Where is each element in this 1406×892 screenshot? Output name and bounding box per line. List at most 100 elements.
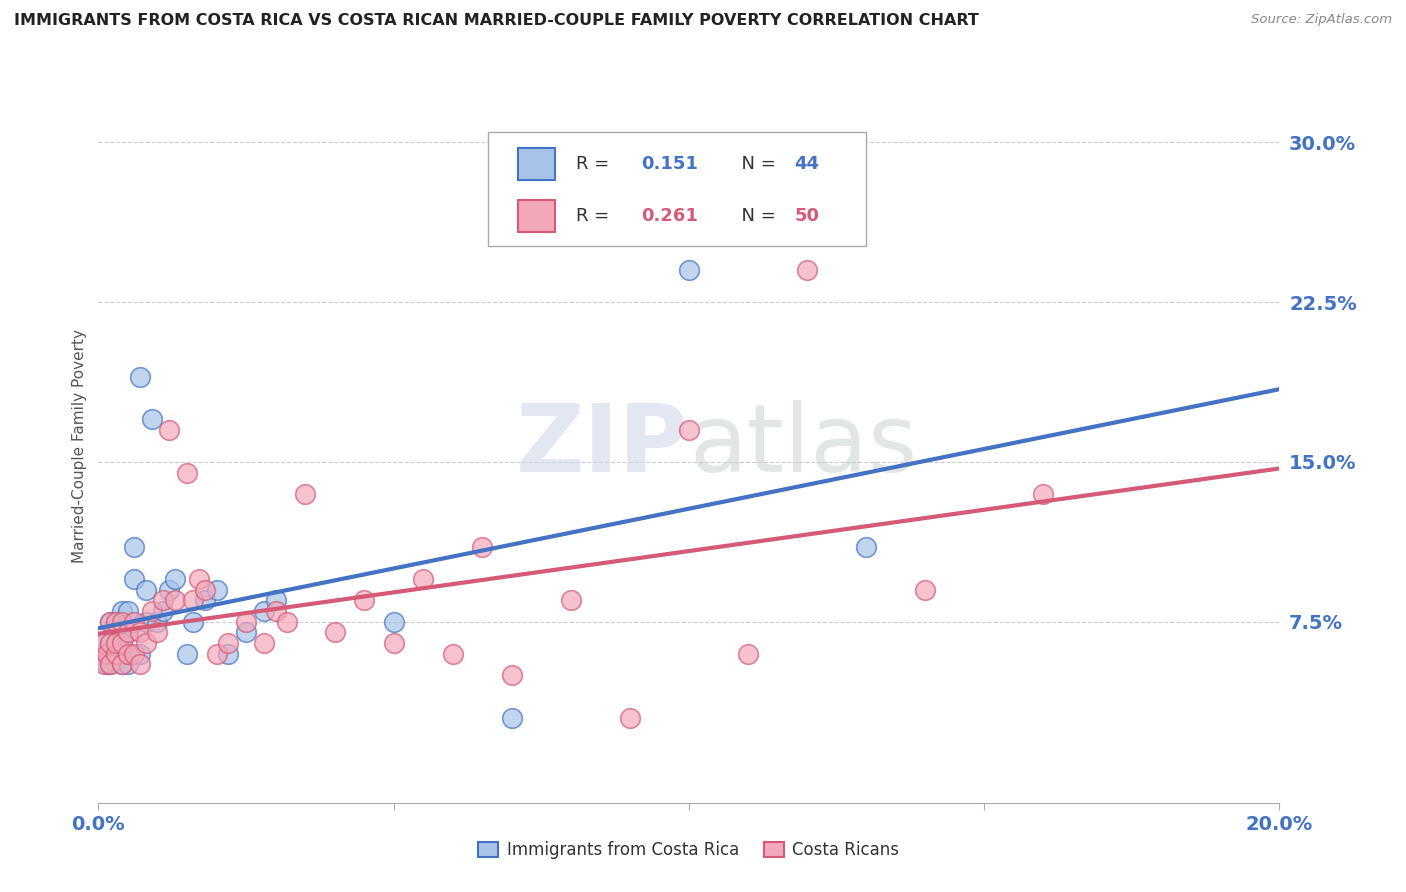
Point <box>122 615 145 629</box>
Point <box>111 657 134 672</box>
Point <box>98 615 121 629</box>
Point <box>108 647 131 661</box>
Text: 0.261: 0.261 <box>641 208 697 226</box>
Point <box>103 647 125 661</box>
Point <box>105 647 128 661</box>
Point <box>501 710 523 724</box>
FancyBboxPatch shape <box>488 132 866 246</box>
Point <box>93 657 115 672</box>
Point <box>111 636 134 650</box>
Point <box>105 615 128 629</box>
Point <box>157 582 180 597</box>
Legend: Immigrants from Costa Rica, Costa Ricans: Immigrants from Costa Rica, Costa Ricans <box>472 835 905 866</box>
Text: R =: R = <box>576 208 616 226</box>
FancyBboxPatch shape <box>517 148 555 180</box>
Point <box>93 647 115 661</box>
Point <box>141 412 163 426</box>
Point <box>105 636 128 650</box>
Point <box>111 604 134 618</box>
Text: N =: N = <box>730 155 782 173</box>
Point <box>157 423 180 437</box>
Point <box>111 625 134 640</box>
Y-axis label: Married-Couple Family Poverty: Married-Couple Family Poverty <box>72 329 87 563</box>
Point <box>93 636 115 650</box>
Point <box>165 572 187 586</box>
Point <box>152 593 174 607</box>
Point <box>264 604 287 618</box>
Point <box>737 647 759 661</box>
Point <box>678 423 700 437</box>
Text: 44: 44 <box>794 155 820 173</box>
Point <box>176 647 198 661</box>
Point <box>194 593 217 607</box>
Point <box>117 625 139 640</box>
Point <box>98 636 121 650</box>
Point <box>181 593 204 607</box>
Point <box>165 593 187 607</box>
Point <box>1032 487 1054 501</box>
Text: ZIP: ZIP <box>516 400 689 492</box>
Point <box>135 582 157 597</box>
Point <box>253 636 276 650</box>
Point <box>412 572 434 586</box>
Point <box>678 263 700 277</box>
Text: R =: R = <box>576 155 616 173</box>
Point <box>128 625 150 640</box>
Point <box>135 636 157 650</box>
Point <box>205 582 228 597</box>
Point <box>560 593 582 607</box>
Point <box>98 657 121 672</box>
Point <box>128 647 150 661</box>
Point <box>141 604 163 618</box>
Point <box>117 625 139 640</box>
Point <box>914 582 936 597</box>
Point <box>90 647 112 661</box>
Point <box>93 636 115 650</box>
Point <box>117 604 139 618</box>
Point <box>382 615 405 629</box>
Point <box>441 647 464 661</box>
Point <box>135 615 157 629</box>
Text: 50: 50 <box>794 208 820 226</box>
Point <box>128 657 150 672</box>
Point <box>382 636 405 650</box>
Point <box>90 647 112 661</box>
Point <box>122 647 145 661</box>
Text: N =: N = <box>730 208 782 226</box>
Point <box>235 625 257 640</box>
Point <box>181 615 204 629</box>
Point <box>294 487 316 501</box>
Point <box>117 647 139 661</box>
Point <box>264 593 287 607</box>
Point <box>353 593 375 607</box>
Point <box>98 615 121 629</box>
Point <box>855 540 877 554</box>
Point <box>128 369 150 384</box>
Point <box>117 657 139 672</box>
Point <box>96 657 118 672</box>
Point <box>276 615 298 629</box>
Point <box>105 615 128 629</box>
Point <box>105 625 128 640</box>
Point <box>205 647 228 661</box>
Point <box>152 604 174 618</box>
Text: 0.151: 0.151 <box>641 155 697 173</box>
Point <box>98 636 121 650</box>
Point <box>323 625 346 640</box>
Point <box>796 263 818 277</box>
Point <box>217 636 239 650</box>
Point <box>98 657 121 672</box>
Point <box>187 572 209 586</box>
Point <box>235 615 257 629</box>
Point <box>111 615 134 629</box>
Point <box>194 582 217 597</box>
Point <box>122 540 145 554</box>
Text: IMMIGRANTS FROM COSTA RICA VS COSTA RICAN MARRIED-COUPLE FAMILY POVERTY CORRELAT: IMMIGRANTS FROM COSTA RICA VS COSTA RICA… <box>14 13 979 29</box>
Point <box>96 647 118 661</box>
Text: Source: ZipAtlas.com: Source: ZipAtlas.com <box>1251 13 1392 27</box>
Point <box>471 540 494 554</box>
Point <box>111 636 134 650</box>
Text: atlas: atlas <box>689 400 917 492</box>
Point <box>501 668 523 682</box>
Point <box>146 625 169 640</box>
